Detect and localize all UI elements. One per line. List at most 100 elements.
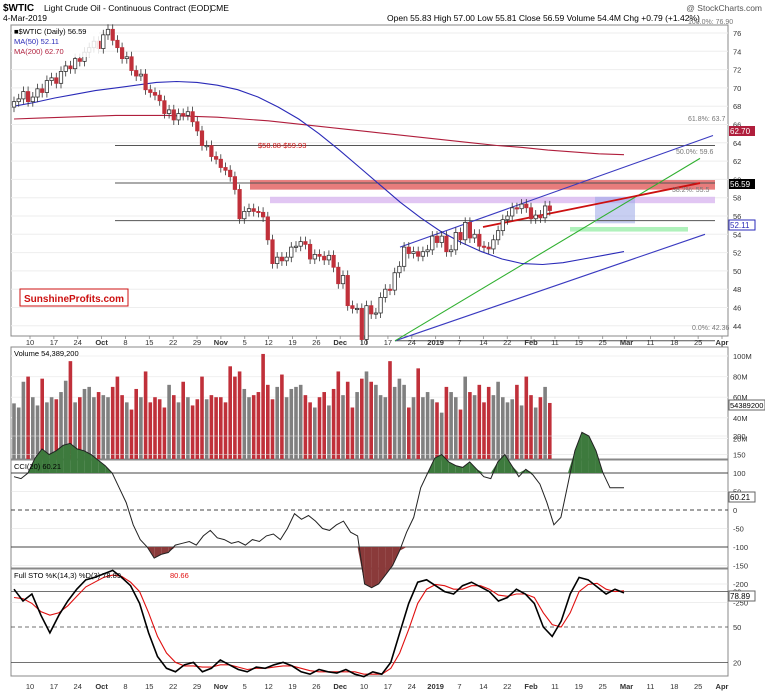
x-tick-label-bottom: 18 xyxy=(670,682,678,691)
candle-body xyxy=(279,256,285,262)
price-panel-frame xyxy=(10,24,729,337)
x-tick-label-bottom: 24 xyxy=(74,682,82,691)
x-tick-label-bottom: 25 xyxy=(599,682,607,691)
sto-d-line xyxy=(13,574,625,675)
volume-bar xyxy=(529,395,533,459)
price-tick-label: 72 xyxy=(733,66,741,75)
price-tick-label: 70 xyxy=(733,84,741,93)
watermark: @ StockCharts.com xyxy=(686,3,762,13)
volume-bar xyxy=(444,386,449,459)
candle-body xyxy=(543,205,548,219)
candle-body xyxy=(463,222,468,241)
candle-body xyxy=(430,235,435,251)
cci-tick-label: 100 xyxy=(733,469,746,478)
volume-bar xyxy=(327,405,331,459)
candle-body xyxy=(105,28,111,36)
volume-bar xyxy=(101,395,106,459)
x-tick-label-bottom: 7 xyxy=(457,682,461,691)
volume-bar xyxy=(388,361,392,459)
volume-tick-label: 100M xyxy=(733,352,752,361)
x-tick-label-bottom: 8 xyxy=(123,682,127,691)
candle-body xyxy=(425,249,430,253)
cci-overbought-fill xyxy=(462,461,470,473)
channel-lower-line xyxy=(394,233,706,342)
price-tick-label: 58 xyxy=(733,194,741,203)
volume-tick-label: 80M xyxy=(733,373,748,382)
x-tick-label-bottom: Dec xyxy=(333,682,347,691)
volume-bar xyxy=(345,381,350,459)
candle-body xyxy=(73,58,78,70)
candle-body xyxy=(397,265,402,274)
candle-body xyxy=(519,203,524,210)
volume-bar xyxy=(186,397,190,459)
tag-ma200: 62.70 xyxy=(730,127,751,136)
x-tick-label-bottom: 10 xyxy=(360,682,368,691)
candle-body xyxy=(307,243,313,260)
volume-bar xyxy=(383,397,388,459)
volume-bar xyxy=(49,397,54,459)
candle-body xyxy=(505,215,510,221)
volume-bar xyxy=(26,376,30,459)
candle-body xyxy=(129,56,134,71)
volume-bar xyxy=(411,397,416,459)
x-tick-label-bottom: 2019 xyxy=(427,682,444,691)
candle-body xyxy=(223,167,228,171)
cci-overbought-fill xyxy=(77,448,85,473)
candle-body xyxy=(25,91,31,103)
cci-overbought-fill xyxy=(567,450,575,473)
candle-body xyxy=(458,232,463,241)
volume-bar xyxy=(510,399,514,459)
candle-body xyxy=(350,305,355,309)
candle-body xyxy=(54,77,59,84)
x-tick-label-bottom: Oct xyxy=(95,682,108,691)
volume-bar xyxy=(153,397,157,459)
candle-body xyxy=(434,235,440,243)
cci-oversold-fill xyxy=(399,547,407,551)
volume-bar xyxy=(313,407,317,459)
x-tick-label-top: 26 xyxy=(312,338,320,347)
volume-bar xyxy=(416,368,420,459)
candle-body xyxy=(373,312,379,315)
trend-lines xyxy=(394,134,714,342)
cci-oversold-fill xyxy=(378,547,386,584)
volume-bar xyxy=(360,378,364,459)
cci-overbought-fill xyxy=(588,436,596,473)
cci-overbought-fill xyxy=(497,454,505,473)
volume-bar xyxy=(92,397,96,459)
candle-body xyxy=(190,111,195,123)
volume-bar xyxy=(294,386,298,459)
fib-100-label: 100.0%: 76.90 xyxy=(688,19,733,26)
x-tick-label-top: 10 xyxy=(360,338,368,347)
volume-bar xyxy=(374,384,378,459)
volume-bar xyxy=(256,392,261,459)
volume-bar xyxy=(204,399,209,459)
volume-bar xyxy=(270,399,275,459)
x-tick-label-top: 29 xyxy=(193,338,201,347)
candle-body xyxy=(322,255,327,261)
volume-bar xyxy=(167,384,171,459)
x-tick-label-bottom: 10 xyxy=(26,682,34,691)
candle-body xyxy=(237,189,242,220)
cci-overbought-fill xyxy=(56,445,64,473)
cci-overbought-fill xyxy=(84,450,92,473)
volume-bar xyxy=(298,384,303,459)
x-tick-label-bottom: 12 xyxy=(264,682,272,691)
zone-label: $58.88-$59.93 xyxy=(258,141,306,150)
volume-bar xyxy=(120,395,124,459)
volume-bar xyxy=(21,381,26,459)
cci-line xyxy=(13,431,625,589)
candle-body xyxy=(453,232,458,251)
candle-body xyxy=(213,156,219,160)
candle-body xyxy=(500,219,505,232)
sto-tick-label: 50 xyxy=(733,623,741,632)
candle-body xyxy=(336,266,341,285)
price-tick-label: 52 xyxy=(733,249,741,258)
volume-bar xyxy=(237,371,242,459)
candle-body xyxy=(289,246,294,258)
volume-bar xyxy=(350,407,355,459)
candle-body xyxy=(533,214,538,220)
cci-tick-label: -200 xyxy=(733,580,748,589)
candle-body xyxy=(486,246,491,250)
x-tick-label-top: 19 xyxy=(575,338,583,347)
volume-bar xyxy=(284,397,289,459)
